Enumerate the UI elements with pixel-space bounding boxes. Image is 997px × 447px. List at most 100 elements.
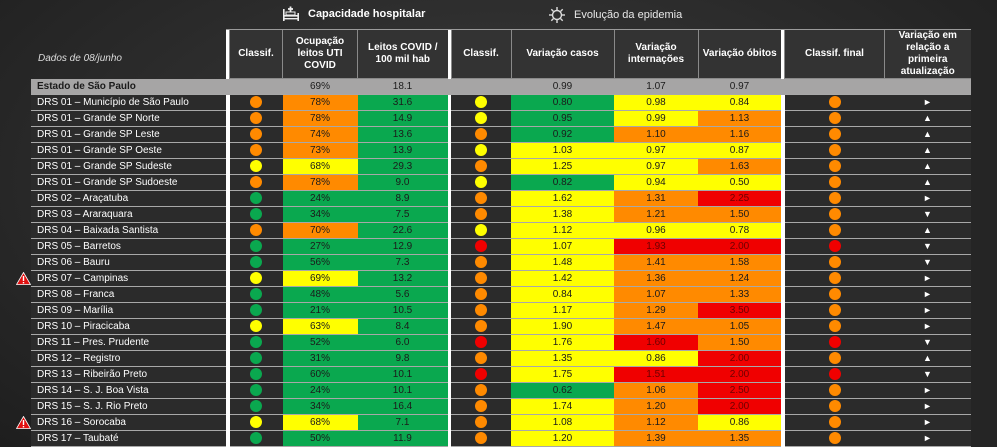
arrow-up-icon: ▲ [923, 113, 932, 123]
classif-final-dot [828, 320, 841, 333]
classif-hospital [229, 238, 283, 255]
classif-epidemia-dot [475, 256, 487, 269]
variacao-casos: 0.92 [511, 126, 614, 143]
column-divider [781, 30, 785, 79]
variacao-obitos: 1.33 [698, 286, 781, 303]
classif-epidemia [451, 190, 511, 207]
classif-final [784, 206, 885, 223]
variacao-internacoes: 0.86 [614, 350, 698, 367]
classif-final-dot [828, 240, 841, 253]
drs-name: DRS 01 – Município de São Paulo [31, 94, 226, 111]
variacao-obitos: 3.50 [698, 302, 781, 319]
ocupacao-uti: 74% [282, 126, 358, 143]
state-variacao-internacoes: 1.07 [614, 78, 698, 95]
classif-hospital [229, 190, 283, 207]
arrow-right-icon: ► [923, 305, 932, 315]
variacao-internacoes: 1.93 [614, 238, 698, 255]
hospital-capacity-section-title: Capacidade hospitalar [282, 6, 425, 22]
arrow-right-icon: ► [923, 273, 932, 283]
column-divider [226, 126, 230, 143]
variacao-obitos: 2.00 [698, 398, 781, 415]
table-row: DRS 01 – Grande SP Oeste 73% 13.9 1.03 0.97 0… [31, 142, 971, 159]
classif-hospital [229, 174, 283, 191]
variacao-internacoes: 1.39 [614, 430, 698, 447]
table-row: DRS 13 – Ribeirão Preto 60% 10.1 1.75 1.51 2.… [31, 366, 971, 383]
leitos-covid: 10.1 [357, 382, 448, 399]
ocupacao-uti: 52% [282, 334, 358, 351]
classif-epidemia [451, 110, 511, 127]
classif-hospital-dot [250, 96, 262, 109]
variacao-primeira: ▲ [884, 126, 971, 143]
classif-final-dot [828, 224, 841, 237]
header-classif-hospital: Classif. [229, 30, 283, 79]
drs-classification-table: Classif. Ocupação leitos UTI COVID Leito… [31, 30, 971, 447]
variacao-primeira: ▲ [884, 174, 971, 191]
column-divider [781, 318, 785, 335]
column-divider [781, 366, 785, 383]
column-divider [781, 78, 785, 95]
column-divider [226, 142, 230, 159]
arrow-down-icon: ▼ [923, 369, 932, 379]
column-divider [447, 414, 451, 431]
arrow-right-icon: ► [923, 289, 932, 299]
ocupacao-uti: 68% [282, 414, 358, 431]
classif-final [784, 334, 885, 351]
column-divider [781, 270, 785, 287]
variacao-internacoes: 1.29 [614, 302, 698, 319]
classif-epidemia-dot [475, 128, 487, 141]
variacao-obitos: 2.50 [698, 382, 781, 399]
variacao-casos: 1.07 [511, 238, 614, 255]
classif-epidemia-dot [475, 320, 487, 333]
classif-epidemia-dot [475, 288, 487, 301]
classif-final-dot [828, 160, 841, 173]
classif-final [784, 382, 885, 399]
classif-hospital [229, 430, 283, 447]
header-classif-epidemia: Classif. [450, 30, 511, 79]
leitos-covid: 9.8 [357, 350, 448, 367]
column-divider [781, 158, 785, 175]
classif-epidemia-dot [475, 192, 487, 205]
classif-epidemia [451, 334, 511, 351]
classif-hospital-dot [250, 368, 262, 381]
table-row: DRS 07 – Campinas 69% 13.2 1.42 1.36 1.24 ► [31, 270, 971, 287]
column-divider [781, 206, 785, 223]
variacao-obitos: 1.63 [698, 158, 781, 175]
column-divider [781, 414, 785, 431]
table-row: DRS 14 – S. J. Boa Vista 24% 10.1 0.62 1.06 2… [31, 382, 971, 399]
classif-hospital-dot [250, 224, 262, 237]
classif-epidemia-dot [475, 224, 487, 237]
drs-name: DRS 07 – Campinas [31, 270, 226, 287]
ocupacao-uti: 78% [282, 174, 358, 191]
variacao-obitos: 0.84 [698, 94, 781, 111]
classif-hospital-dot [250, 384, 262, 397]
column-divider [226, 158, 230, 175]
column-divider [447, 334, 451, 351]
column-divider [226, 398, 230, 415]
column-divider [781, 398, 785, 415]
drs-name: DRS 06 – Bauru [31, 254, 226, 271]
table-row: DRS 17 – Taubaté 50% 11.9 1.20 1.39 1.35 ► [31, 430, 971, 447]
classif-final [784, 126, 885, 143]
table-row: DRS 01 – Grande SP Norte 78% 14.9 0.95 0.99 1… [31, 110, 971, 127]
classif-epidemia [451, 126, 511, 143]
classif-hospital [229, 254, 283, 271]
table-row: DRS 01 – Grande SP Leste 74% 13.6 0.92 1.10 1… [31, 126, 971, 143]
classif-final-dot [828, 144, 841, 157]
classif-final [784, 318, 885, 335]
column-divider [447, 430, 451, 447]
classif-hospital-dot [250, 288, 262, 301]
classif-final [784, 238, 885, 255]
state-row: Estado de São Paulo 69% 18.1 0.99 1.07 0… [31, 78, 971, 95]
leitos-covid: 12.9 [357, 238, 448, 255]
column-divider [781, 222, 785, 239]
classif-hospital [229, 334, 283, 351]
arrow-up-icon: ▲ [923, 353, 932, 363]
leitos-covid: 22.6 [357, 222, 448, 239]
column-divider [226, 190, 230, 207]
variacao-primeira: ► [884, 382, 971, 399]
variacao-primeira: ► [884, 94, 971, 111]
classif-epidemia [451, 142, 511, 159]
table-row: DRS 02 – Araçatuba 24% 8.9 1.62 1.31 2.25 ► [31, 190, 971, 207]
variacao-obitos: 1.50 [698, 334, 781, 351]
classif-hospital [229, 126, 283, 143]
